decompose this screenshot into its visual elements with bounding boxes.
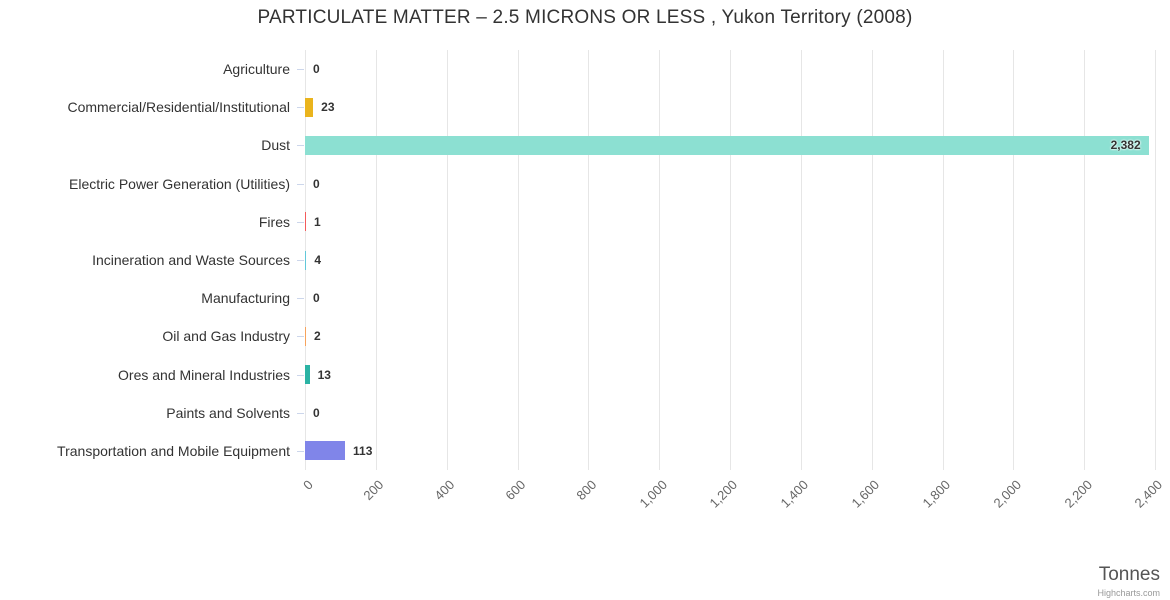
bar-incineration-and-waste-sources[interactable] — [305, 250, 307, 270]
gridline — [1084, 50, 1086, 470]
category-label: Electric Power Generation (Utilities) — [69, 175, 290, 192]
value-label: 0 — [313, 291, 320, 306]
x-axis-title: Tonnes — [1098, 564, 1160, 585]
chart-title: PARTICULATE MATTER – 2.5 MICRONS OR LESS… — [257, 7, 913, 28]
value-label: 0 — [313, 405, 320, 420]
x-tick-label: 1,200 — [706, 477, 741, 511]
tick-mark — [297, 183, 304, 185]
plot-area: 0 23 2,382 0 1 4 0 2 13 0 113 — [305, 50, 1156, 470]
category-label: Agriculture — [223, 61, 290, 78]
x-tick-label: 400 — [431, 477, 458, 503]
value-label: 0 — [313, 176, 320, 191]
gridline — [942, 50, 944, 470]
category-label: Ores and Mineral Industries — [118, 366, 290, 383]
x-tick-label: 2,400 — [1131, 477, 1166, 511]
gridline — [659, 50, 661, 470]
tick-mark — [297, 69, 304, 71]
tick-mark — [297, 298, 304, 300]
category-label: Incineration and Waste Sources — [92, 252, 290, 268]
category-label: Oil and Gas Industry — [162, 328, 290, 345]
value-label: 2 — [314, 329, 321, 344]
x-tick-label: 1,000 — [636, 477, 670, 511]
category-label: Paints and Solvents — [166, 404, 290, 421]
value-label: 113 — [353, 443, 373, 458]
x-tick-label: 1,400 — [777, 477, 812, 511]
category-label: Commercial/Residential/Institutional — [67, 99, 290, 116]
bar-dust[interactable] — [305, 135, 1149, 155]
tick-mark — [297, 221, 304, 223]
category-label: Transportation and Mobile Equipment — [57, 442, 290, 459]
x-tick-label: 2,000 — [990, 477, 1024, 511]
gridline — [446, 50, 448, 470]
tick-mark — [297, 107, 304, 109]
tick-mark — [297, 412, 304, 414]
value-label: 1 — [314, 214, 321, 229]
gridline — [1155, 50, 1156, 470]
x-tick-label: 2,200 — [1061, 477, 1095, 511]
x-tick-label: 800 — [572, 477, 599, 503]
category-label: Manufacturing — [201, 290, 290, 307]
bar-fires[interactable] — [305, 212, 306, 232]
gridline — [730, 50, 731, 470]
bar-ores-and-mineral-industries[interactable] — [305, 365, 310, 385]
gridline — [375, 50, 377, 470]
x-axis-labels: 0 200 400 600 800 1,000 1,200 1,400 1,600 1,800 2,… — [300, 477, 1166, 567]
x-tick-label: 0 — [299, 477, 316, 493]
category-label: Dust — [261, 137, 290, 154]
x-tick-label: 200 — [360, 477, 387, 503]
gridline — [800, 50, 802, 470]
highcharts-credit[interactable]: Highcharts.com — [1097, 588, 1160, 598]
tick-mark — [297, 374, 304, 376]
bar-commercial-residential-institutional[interactable] — [305, 97, 314, 117]
value-label: 0 — [313, 62, 320, 77]
gridline — [588, 50, 590, 470]
value-label: 23 — [321, 100, 335, 115]
y-axis-labels: Agriculture Commercial/Residential/Instit… — [0, 50, 290, 470]
x-tick-label: 1,800 — [919, 477, 954, 511]
gridline — [517, 50, 519, 470]
tick-mark — [297, 145, 304, 147]
value-label: 4 — [314, 253, 322, 267]
tick-mark — [297, 336, 304, 338]
bar-transportation-and-mobile-equipment[interactable] — [305, 441, 346, 461]
gridline — [871, 50, 873, 470]
value-label: 13 — [317, 367, 331, 382]
tick-mark — [297, 260, 304, 261]
tick-mark — [297, 450, 304, 452]
x-tick-label: 1,600 — [848, 477, 883, 511]
bar-oil-and-gas-industry[interactable] — [305, 326, 306, 346]
value-label: 2,382 — [1110, 138, 1141, 153]
category-label: Fires — [258, 213, 290, 230]
gridline — [1013, 50, 1015, 470]
x-tick-label: 600 — [502, 477, 529, 503]
